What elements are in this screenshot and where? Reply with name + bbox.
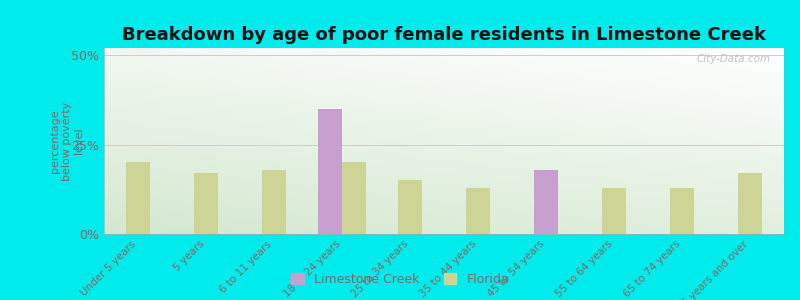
Bar (262, 169, 286, 234)
Bar (342, 163, 366, 234)
Bar (318, 109, 342, 234)
Bar (194, 173, 218, 234)
Bar (398, 180, 422, 234)
Bar (534, 169, 558, 234)
Bar (602, 188, 626, 234)
Y-axis label: percentage
below poverty
level: percentage below poverty level (50, 101, 83, 181)
Bar (126, 163, 150, 234)
Title: Breakdown by age of poor female residents in Limestone Creek: Breakdown by age of poor female resident… (122, 26, 766, 44)
Bar (670, 188, 694, 234)
Text: City-Data.com: City-Data.com (696, 54, 770, 64)
Bar (738, 173, 762, 234)
Legend: Limestone Creek, Florida: Limestone Creek, Florida (286, 268, 514, 291)
Bar (466, 188, 490, 234)
